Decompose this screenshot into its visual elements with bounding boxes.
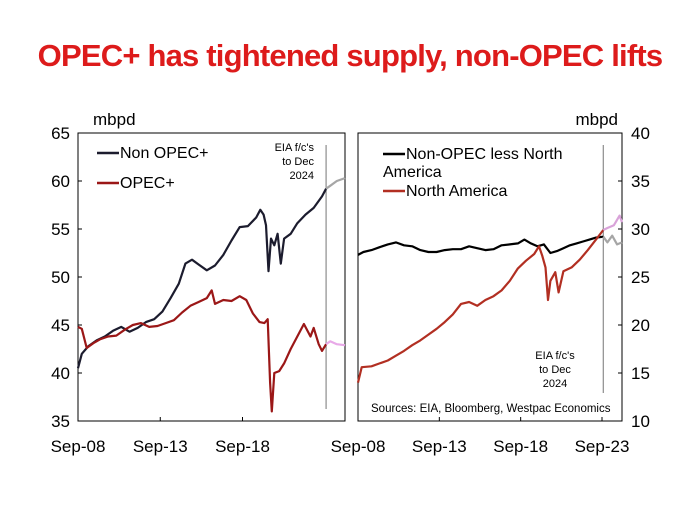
forecast-annotation-line: to Dec bbox=[282, 156, 314, 168]
source-note: Sources: EIA, Bloomberg, Westpac Economi… bbox=[371, 403, 611, 415]
series-line-2 bbox=[77, 289, 328, 413]
y-tick-label: 55 bbox=[51, 220, 70, 239]
forecast-annotation-line: to Dec bbox=[539, 364, 571, 376]
series-forecast-line-2 bbox=[325, 340, 346, 347]
y-unit-label: mbpd bbox=[575, 110, 618, 129]
x-tick-label: Sep-18 bbox=[215, 437, 270, 456]
y-tick-label: 10 bbox=[631, 412, 650, 431]
y-tick-label: 40 bbox=[631, 124, 650, 143]
series-line-1 bbox=[76, 188, 328, 369]
forecast-annotation-line: EIA f/c's bbox=[535, 350, 575, 362]
legend-label-1: America bbox=[383, 164, 442, 181]
y-tick-label: 60 bbox=[51, 172, 70, 191]
series-forecast-line-1 bbox=[325, 177, 346, 190]
x-tick-label: Sep-08 bbox=[51, 437, 106, 456]
legend-label-1: Non-OPEC less North bbox=[406, 146, 563, 163]
y-tick-label: 35 bbox=[631, 172, 650, 191]
x-tick-label: Sep-13 bbox=[412, 437, 467, 456]
x-tick-label: Sep-08 bbox=[331, 437, 386, 456]
x-tick-label: Sep-18 bbox=[493, 437, 548, 456]
y-tick-label: 20 bbox=[631, 316, 650, 335]
chart-title: OPEC+ has tightened supply, non-OPEC lif… bbox=[37, 38, 663, 73]
x-tick-label: Sep-13 bbox=[133, 437, 188, 456]
y-tick-label: 25 bbox=[631, 268, 650, 287]
y-tick-label: 15 bbox=[631, 364, 650, 383]
series-forecast-line-1 bbox=[602, 234, 623, 246]
forecast-annotation-line: 2024 bbox=[290, 170, 314, 182]
forecast-annotation-line: 2024 bbox=[543, 378, 567, 390]
series-line-2 bbox=[356, 229, 605, 383]
legend-label-1: Non OPEC+ bbox=[120, 145, 208, 162]
y-tick-label: 30 bbox=[631, 220, 650, 239]
y-unit-label: mbpd bbox=[93, 110, 136, 129]
forecast-annotation-line: EIA f/c's bbox=[275, 142, 315, 154]
y-tick-label: 35 bbox=[51, 412, 70, 431]
legend-label-2: OPEC+ bbox=[120, 175, 175, 192]
legend-label-2: North America bbox=[406, 183, 507, 200]
series-line-1 bbox=[357, 235, 604, 256]
y-tick-label: 50 bbox=[51, 268, 70, 287]
y-tick-label: 40 bbox=[51, 364, 70, 383]
y-tick-label: 65 bbox=[51, 124, 70, 143]
x-tick-label: Sep-23 bbox=[575, 437, 630, 456]
y-tick-label: 45 bbox=[51, 316, 70, 335]
series-forecast-line-2 bbox=[602, 214, 624, 231]
